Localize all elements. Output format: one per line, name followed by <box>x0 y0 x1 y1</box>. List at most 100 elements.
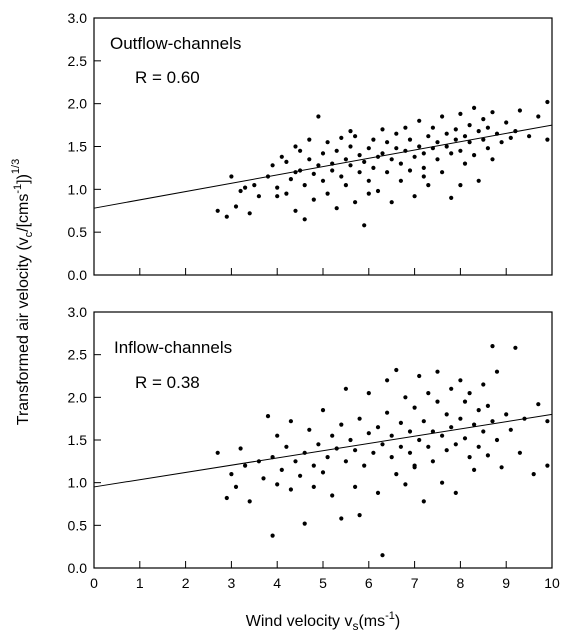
outflow-data-point <box>343 183 348 188</box>
outflow-data-point <box>476 129 481 134</box>
inflow-data-point <box>353 448 358 453</box>
inflow-data-point <box>472 467 477 472</box>
inflow-ytick-label: 2.0 <box>68 389 88 405</box>
inflow-data-point <box>476 408 481 413</box>
outflow-data-point <box>366 146 371 151</box>
outflow-data-point <box>458 148 463 153</box>
inflow-data-point <box>389 433 394 438</box>
outflow-data-point <box>330 168 335 173</box>
outflow-data-point <box>545 99 550 105</box>
inflow-data-point <box>380 442 385 447</box>
outflow-data-point <box>293 144 298 149</box>
outflow-data-point <box>394 131 399 136</box>
outflow-data-point <box>490 110 495 115</box>
outflow-data-point <box>233 204 239 209</box>
inflow-data-point <box>394 472 399 477</box>
x-axis-title: Wind velocity vs(ms-1) <box>246 610 400 633</box>
inflow-data-point <box>513 345 518 350</box>
outflow-data-point <box>385 170 390 175</box>
inflow-data-point <box>348 437 353 443</box>
inflow-data-point <box>320 408 326 413</box>
inflow-data-point <box>435 399 440 404</box>
outflow-data-point <box>499 140 504 145</box>
outflow-data-point <box>375 188 381 194</box>
inflow-data-point <box>449 425 454 430</box>
outflow-data-point <box>430 125 435 130</box>
outflow-data-point <box>215 208 220 213</box>
outflow-data-point <box>435 140 440 145</box>
outflow-points <box>215 99 550 228</box>
inflow-data-point <box>490 344 495 349</box>
y-axis-title: Transformed air velocity (vc/[cms-1])1/3 <box>10 159 35 425</box>
outflow-data-point <box>385 140 390 145</box>
inflow-data-point <box>339 516 344 521</box>
outflow-data-point <box>293 208 298 213</box>
outflow-data-point <box>449 195 454 200</box>
inflow-data-point <box>238 446 243 451</box>
inflow-data-point <box>343 459 348 464</box>
outflow-data-point <box>412 154 417 159</box>
outflow-data-point <box>389 157 394 162</box>
inflow-data-point <box>421 499 426 504</box>
inflow-data-point <box>444 448 449 453</box>
outflow-data-point <box>449 151 454 156</box>
outflow-plot-frame <box>93 17 553 276</box>
outflow-data-point <box>243 185 248 190</box>
inflow-data-point <box>499 465 504 470</box>
outflow-data-point <box>517 108 523 113</box>
outflow-data-point <box>426 134 431 139</box>
inflow-data-point <box>403 395 408 400</box>
inflow-data-point <box>417 373 422 379</box>
inflow-data-point <box>316 442 321 447</box>
inflow-data-point <box>229 472 234 477</box>
inflow-data-point <box>476 444 481 449</box>
inflow-data-point <box>366 431 371 436</box>
inflow-data-point <box>517 450 523 455</box>
outflow-data-point <box>417 118 422 123</box>
inflow-data-point <box>394 367 399 373</box>
inflow-data-point <box>398 420 403 425</box>
inflow-data-point <box>233 484 239 489</box>
outflow-data-point <box>302 183 307 188</box>
inflow-data-point <box>311 463 316 468</box>
inflow-data-point <box>293 459 298 464</box>
inflow-data-point <box>275 482 280 487</box>
inflow-xtick-label: 3 <box>228 575 236 591</box>
outflow-panel-title: Outflow-channels <box>110 34 241 53</box>
inflow-data-point <box>265 414 271 419</box>
inflow-data-point <box>339 422 344 427</box>
outflow-data-point <box>238 188 243 194</box>
outflow-data-point <box>366 191 371 196</box>
inflow-data-point <box>453 490 458 495</box>
outflow-data-point <box>462 161 468 166</box>
inflow-data-point <box>494 437 500 443</box>
inflow-data-point <box>307 427 312 432</box>
outflow-data-point <box>320 178 326 183</box>
outflow-data-point <box>275 194 280 199</box>
inflow-data-point <box>421 419 426 424</box>
inflow-data-point <box>545 419 550 424</box>
outflow-data-point <box>527 134 532 139</box>
outflow-data-point <box>458 183 463 188</box>
inflow-xtick-label: 10 <box>544 575 560 591</box>
inflow-ytick-label: 0.0 <box>68 560 88 576</box>
outflow-data-point <box>362 159 367 164</box>
outflow-data-point <box>316 163 321 168</box>
outflow-r-value: R = 0.60 <box>135 68 200 87</box>
inflow-data-point <box>320 470 326 475</box>
inflow-data-point <box>288 419 293 424</box>
outflow-data-point <box>481 137 486 142</box>
inflow-xtick-label: 8 <box>457 575 465 591</box>
outflow-data-point <box>339 135 344 140</box>
outflow-data-point <box>348 129 353 134</box>
inflow-data-point <box>417 437 422 443</box>
outflow-data-point <box>398 161 403 166</box>
inflow-data-point <box>389 455 394 460</box>
outflow-data-point <box>444 131 449 136</box>
inflow-data-point <box>440 433 445 438</box>
inflow-data-point <box>385 410 390 415</box>
inflow-data-point <box>302 521 307 526</box>
inflow-data-point <box>494 369 500 374</box>
outflow-data-point <box>325 140 330 145</box>
